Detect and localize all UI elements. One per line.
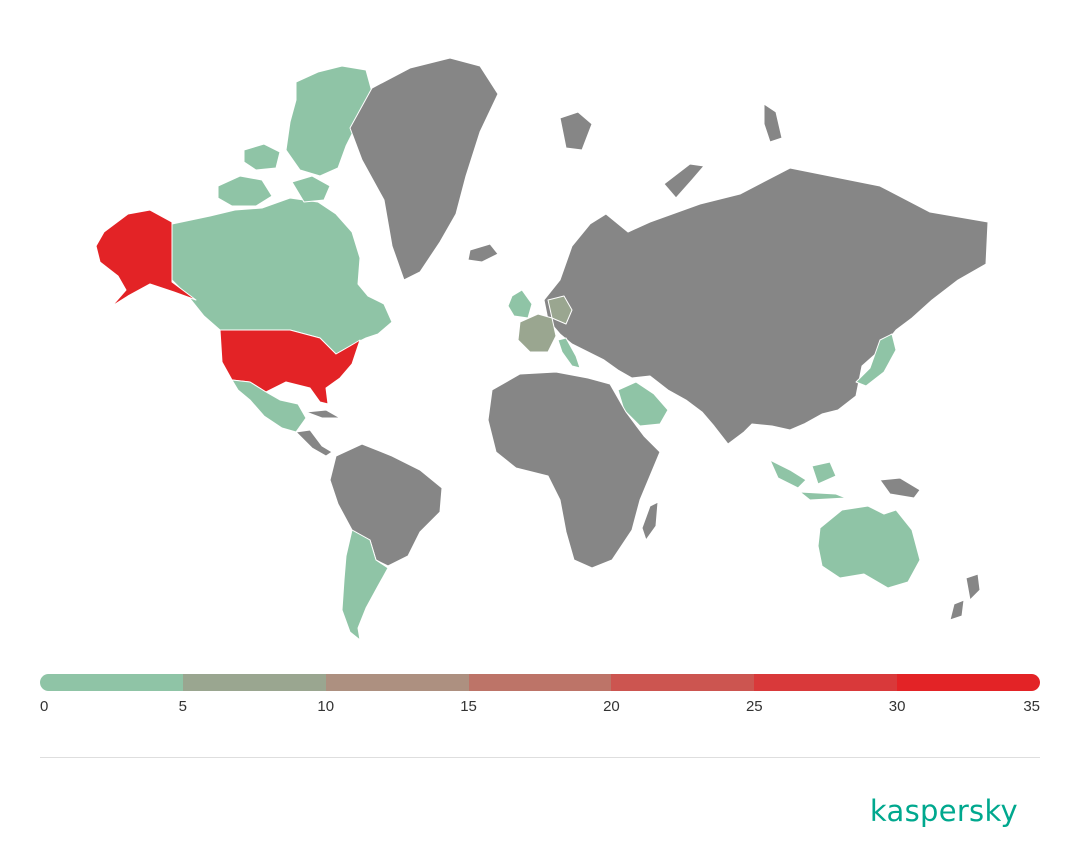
scale-segment-20-25 — [611, 674, 755, 691]
region-novaya-zemlya — [663, 163, 705, 199]
scale-segment-5-10 — [182, 674, 326, 691]
scale-tick-label: 15 — [460, 698, 477, 715]
color-scale-labels: 0 5 10 15 20 25 30 35 — [40, 698, 1040, 718]
region-united-kingdom — [507, 289, 533, 319]
region-canada — [171, 197, 393, 355]
scale-tick-label: 5 — [178, 698, 188, 715]
scale-segment-25-30 — [754, 674, 898, 691]
region-new-guinea — [879, 477, 921, 499]
region-italy — [557, 337, 581, 369]
scale-tick-label: 20 — [603, 698, 620, 715]
region-mexico — [231, 379, 307, 433]
world-map-svg — [95, 57, 989, 641]
region-africa — [487, 371, 661, 569]
region-australia — [817, 505, 921, 589]
scale-segment-0-5 — [40, 674, 183, 691]
scale-segment-15-20 — [468, 674, 612, 691]
world-map — [95, 57, 989, 641]
region-eurasia — [543, 167, 989, 445]
region-japan — [855, 333, 897, 387]
region-canada-islands-3 — [291, 175, 331, 203]
scale-tick-label: 10 — [317, 698, 335, 715]
region-iceland — [467, 243, 499, 263]
region-cuba — [305, 409, 341, 419]
region-arctic-island — [763, 103, 783, 143]
color-scale-bar — [40, 674, 1040, 691]
region-canada-islands-2 — [243, 143, 281, 171]
region-france — [517, 313, 557, 353]
region-svalbard — [559, 111, 593, 151]
region-central-america — [295, 429, 333, 457]
scale-tick-label: 25 — [745, 698, 763, 715]
scale-segment-30-35 — [897, 674, 1040, 691]
region-argentina — [341, 529, 389, 641]
region-madagascar — [641, 501, 659, 541]
region-alaska — [95, 209, 197, 307]
region-indonesia — [769, 459, 847, 501]
scale-segment-10-15 — [325, 674, 469, 691]
scale-tick-label: 30 — [888, 698, 906, 715]
region-canada-arctic — [285, 65, 373, 177]
region-new-zealand — [949, 573, 981, 621]
kaspersky-logo: kaspersky — [869, 794, 1018, 828]
region-canada-islands-1 — [217, 175, 273, 207]
region-south-america — [329, 443, 443, 567]
region-germany — [547, 295, 573, 325]
region-greenland — [349, 57, 499, 281]
scale-tick-label: 0 — [40, 698, 49, 715]
divider — [40, 757, 1040, 758]
scale-tick-label: 35 — [1023, 698, 1040, 715]
